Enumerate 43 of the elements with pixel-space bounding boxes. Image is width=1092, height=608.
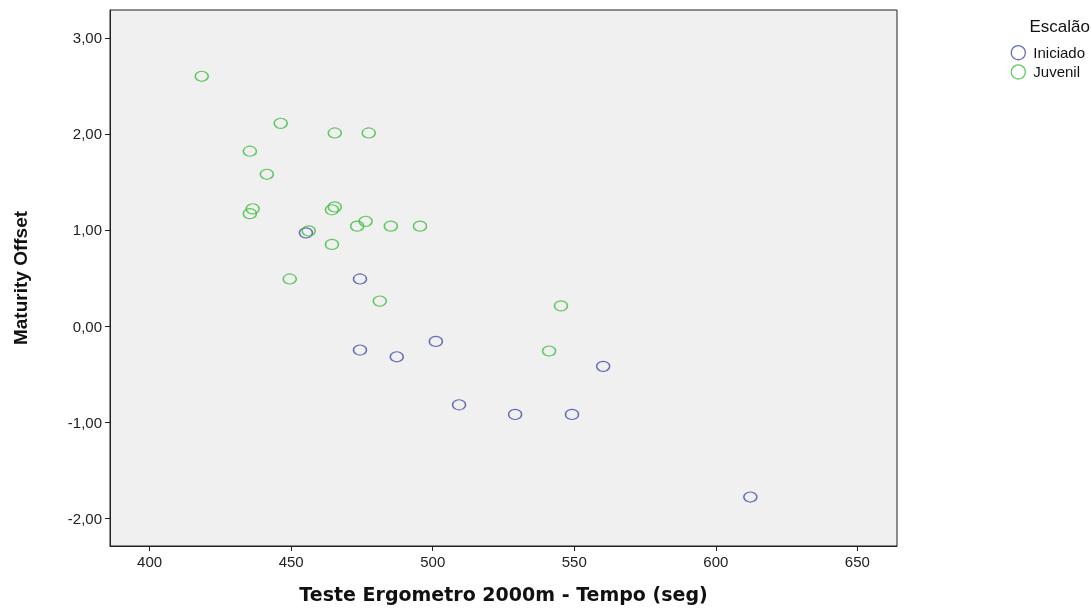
y-axis-title: Maturity Offset xyxy=(10,210,31,346)
y-tick-label: 2,00 xyxy=(72,125,102,143)
point xyxy=(596,360,611,373)
x-tick-label: 650 xyxy=(844,553,870,570)
y-tick-label: 1,00 xyxy=(72,221,102,239)
y-tick-label: 0,00 xyxy=(72,317,102,335)
point xyxy=(564,408,580,421)
point xyxy=(428,335,443,348)
legend-label: Juvenil xyxy=(1033,63,1080,81)
point xyxy=(507,408,523,421)
x-tick-label: 400 xyxy=(137,553,163,570)
point xyxy=(352,344,368,356)
y-tick-label: -2,00 xyxy=(67,509,102,527)
point xyxy=(282,273,297,285)
legend-title: Escalão xyxy=(1029,17,1090,36)
point xyxy=(352,273,368,285)
x-tick-label: 450 xyxy=(278,553,304,570)
x-tick-label: 550 xyxy=(561,553,587,570)
point xyxy=(242,145,257,157)
point xyxy=(743,491,758,503)
point xyxy=(324,238,340,251)
point xyxy=(541,345,557,357)
point xyxy=(383,220,398,232)
point xyxy=(553,300,569,312)
y-tick-label: 3,00 xyxy=(72,29,102,47)
point xyxy=(273,117,288,129)
point xyxy=(259,168,274,180)
point xyxy=(358,215,373,227)
point xyxy=(194,70,209,82)
x-axis-title: Teste Ergometro 2000m - Tempo (seg) xyxy=(299,582,708,605)
x-tick-label: 600 xyxy=(703,553,729,570)
point xyxy=(412,220,428,232)
point xyxy=(242,207,257,220)
point xyxy=(372,295,387,307)
point xyxy=(451,399,467,411)
x-tick-label: 500 xyxy=(420,553,446,570)
point xyxy=(350,220,365,232)
point xyxy=(327,127,342,139)
legend-label: Iniciado xyxy=(1033,44,1085,62)
point xyxy=(245,203,260,215)
y-tick-label: -1,00 xyxy=(67,413,102,431)
point xyxy=(389,351,404,363)
point xyxy=(361,127,376,139)
